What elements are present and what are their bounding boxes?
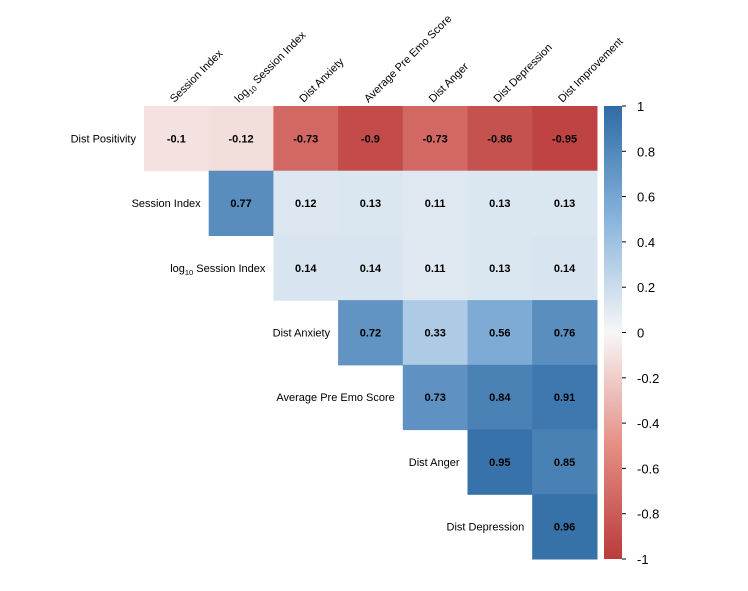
colorbar-tick-label: -0.4 xyxy=(637,416,659,431)
cell-value-label: 0.13 xyxy=(489,198,510,210)
colorbar-tick-label: 0 xyxy=(637,326,644,341)
heatmap-cell xyxy=(208,170,274,236)
colorbar-tick-label: -1 xyxy=(637,552,649,567)
colorbar-tick-label: -0.6 xyxy=(637,461,659,476)
colorbar-tick-label: 0.2 xyxy=(637,280,655,295)
heatmap-cell xyxy=(532,106,598,172)
cell-value-label: 0.33 xyxy=(424,327,445,339)
cell-value-label: 0.14 xyxy=(554,263,576,275)
cell-value-label: 0.11 xyxy=(425,198,446,210)
row-label: Dist Anxiety xyxy=(273,327,331,339)
colorbar-tick-label: 0.6 xyxy=(637,190,655,205)
heatmap-cell xyxy=(273,106,339,172)
column-label: Dist Anxiety xyxy=(297,56,346,105)
row-label: Average Pre Emo Score xyxy=(276,392,394,404)
heatmap-cell xyxy=(532,235,598,301)
cell-value-label: 0.13 xyxy=(554,198,575,210)
heatmap-cell xyxy=(338,170,404,236)
cell-value-label: 0.85 xyxy=(554,457,575,469)
heatmap-cell xyxy=(402,364,469,431)
heatmap-cell xyxy=(338,300,404,366)
cell-value-label: 0.11 xyxy=(425,263,446,275)
cell-value-label: 0.14 xyxy=(295,263,317,275)
column-label: Dist Anger xyxy=(427,61,472,106)
heatmap-cell xyxy=(402,170,469,236)
cell-value-label: 0.14 xyxy=(360,263,382,275)
heatmap-cell xyxy=(467,364,533,431)
cell-value-label: 0.91 xyxy=(554,392,575,404)
cell-value-label: 0.96 xyxy=(554,522,575,534)
cell-value-label: -0.73 xyxy=(293,133,318,145)
colorbar-tick-label: -0.2 xyxy=(637,371,659,386)
heatmap-cell xyxy=(532,494,598,560)
heatmap-cell xyxy=(402,235,469,301)
cell-value-label: 0.12 xyxy=(295,198,316,210)
cell-value-label: 0.56 xyxy=(489,327,510,339)
colorbar-tick-label: 1 xyxy=(637,99,644,114)
column-label: Dist Improvement xyxy=(556,36,625,105)
heatmap-cell xyxy=(208,106,274,172)
heatmap-cell xyxy=(467,235,533,301)
colorbar-tick-label: 0.4 xyxy=(637,235,655,250)
heatmap-cell xyxy=(467,429,533,495)
heatmap-cell xyxy=(532,300,598,366)
cell-value-label: 0.76 xyxy=(554,327,575,339)
cell-value-label: 0.13 xyxy=(489,263,510,275)
heatmap-cell xyxy=(273,170,339,236)
cell-value-label: 0.77 xyxy=(230,198,251,210)
colorbar-tick-label: 0.8 xyxy=(637,144,655,159)
heatmap-cell xyxy=(338,235,404,301)
cell-value-label: -0.12 xyxy=(229,133,254,145)
cell-value-label: -0.73 xyxy=(423,133,448,145)
heatmap-cell xyxy=(467,300,533,366)
row-label: Dist Anger xyxy=(409,457,460,469)
row-label: log10 Session Index xyxy=(170,263,266,277)
heatmap-cell xyxy=(467,106,533,172)
heatmap-cell xyxy=(532,170,598,236)
cell-value-label: 0.13 xyxy=(360,198,381,210)
heatmap-cell xyxy=(467,170,533,236)
colorbar-tick-label: -0.8 xyxy=(637,507,659,522)
cell-value-label: -0.9 xyxy=(361,133,380,145)
row-label: Dist Depression xyxy=(447,522,525,534)
cell-value-label: -0.86 xyxy=(487,133,512,145)
row-label: Session Index xyxy=(132,198,202,210)
heatmap-cell xyxy=(532,364,598,431)
heatmap-cell xyxy=(402,106,469,172)
cell-value-label: -0.95 xyxy=(552,133,577,145)
cell-value-label: 0.95 xyxy=(489,457,510,469)
heatmap-cell xyxy=(144,106,210,172)
heatmap-cell xyxy=(273,235,339,301)
cell-value-label: 0.84 xyxy=(489,392,511,404)
cell-value-label: -0.1 xyxy=(167,133,186,145)
column-label: Dist Depression xyxy=(491,42,554,105)
column-label: Session Index xyxy=(168,47,226,105)
row-label: Dist Positivity xyxy=(71,133,137,145)
heatmap-cell xyxy=(402,300,469,366)
cell-value-label: 0.73 xyxy=(424,392,445,404)
heatmap-cell xyxy=(532,429,598,495)
cell-value-label: 0.72 xyxy=(360,327,381,339)
heatmap-cell xyxy=(338,106,404,172)
colorbar xyxy=(604,106,622,559)
